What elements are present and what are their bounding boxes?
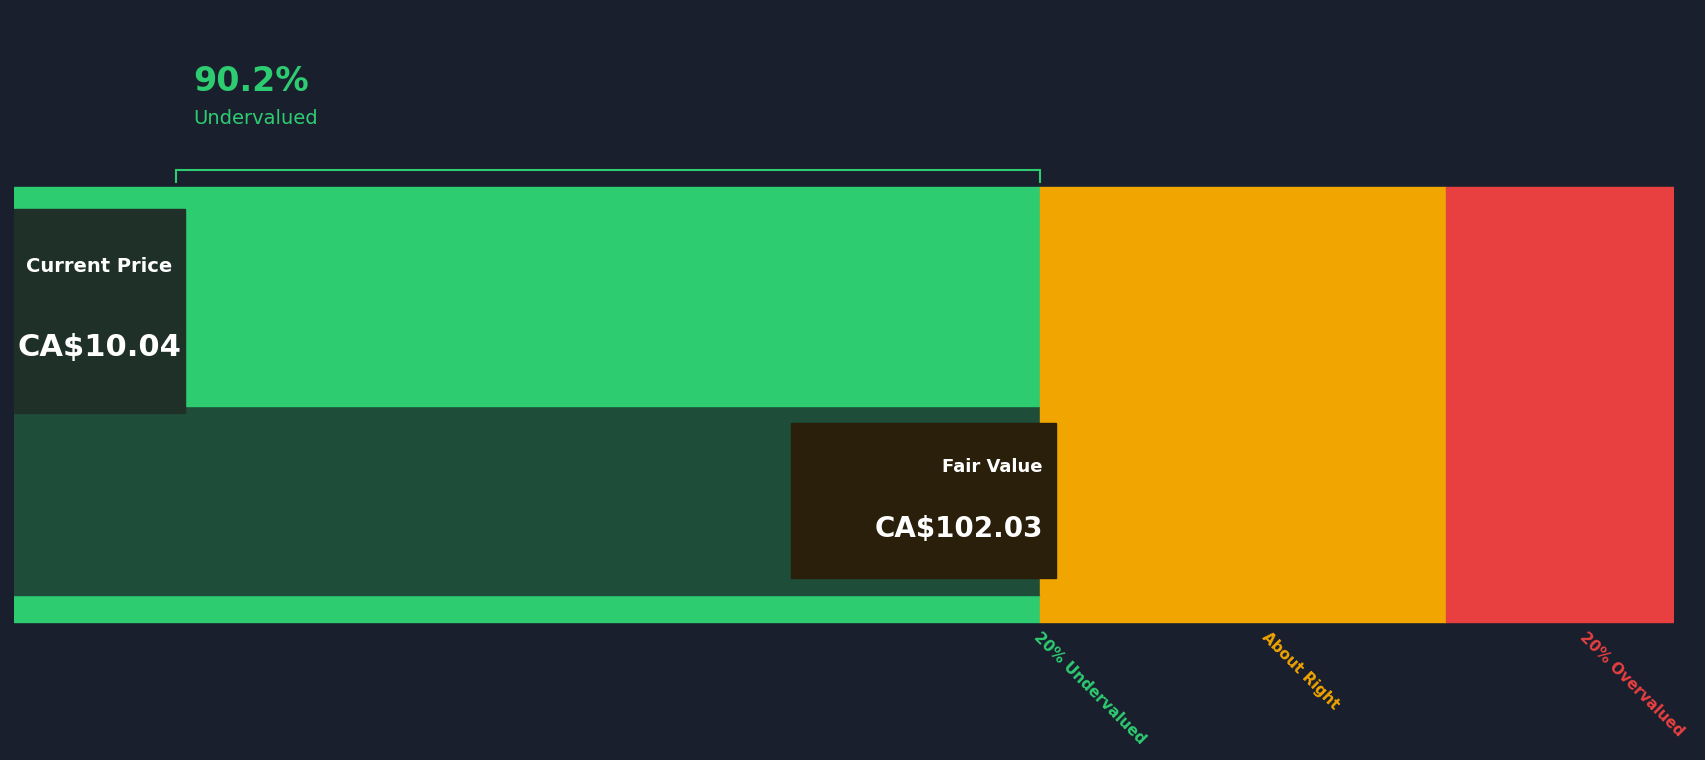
Text: 90.2%: 90.2%: [193, 65, 309, 98]
Bar: [1038, 595, 1446, 622]
Text: CA$10.04: CA$10.04: [17, 334, 181, 363]
Bar: [14, 216, 1038, 407]
Text: CA$102.03: CA$102.03: [875, 515, 1042, 543]
Text: 20% Overvalued: 20% Overvalued: [1575, 629, 1685, 739]
Bar: [14, 407, 1038, 595]
Text: Undervalued: Undervalued: [193, 109, 317, 128]
Bar: [1446, 407, 1673, 595]
Bar: [1446, 595, 1673, 622]
Text: Current Price: Current Price: [26, 257, 172, 276]
Text: About Right: About Right: [1258, 629, 1342, 712]
Bar: [1446, 187, 1673, 216]
Bar: [1038, 407, 1446, 595]
Bar: [14, 187, 1038, 216]
Bar: [789, 423, 1055, 578]
Bar: [14, 595, 1038, 622]
Bar: [14, 209, 184, 413]
Text: Fair Value: Fair Value: [941, 458, 1042, 476]
Bar: [1038, 187, 1446, 216]
Bar: [1446, 216, 1673, 407]
Bar: [1038, 216, 1446, 407]
Text: 20% Undervalued: 20% Undervalued: [1030, 629, 1147, 746]
